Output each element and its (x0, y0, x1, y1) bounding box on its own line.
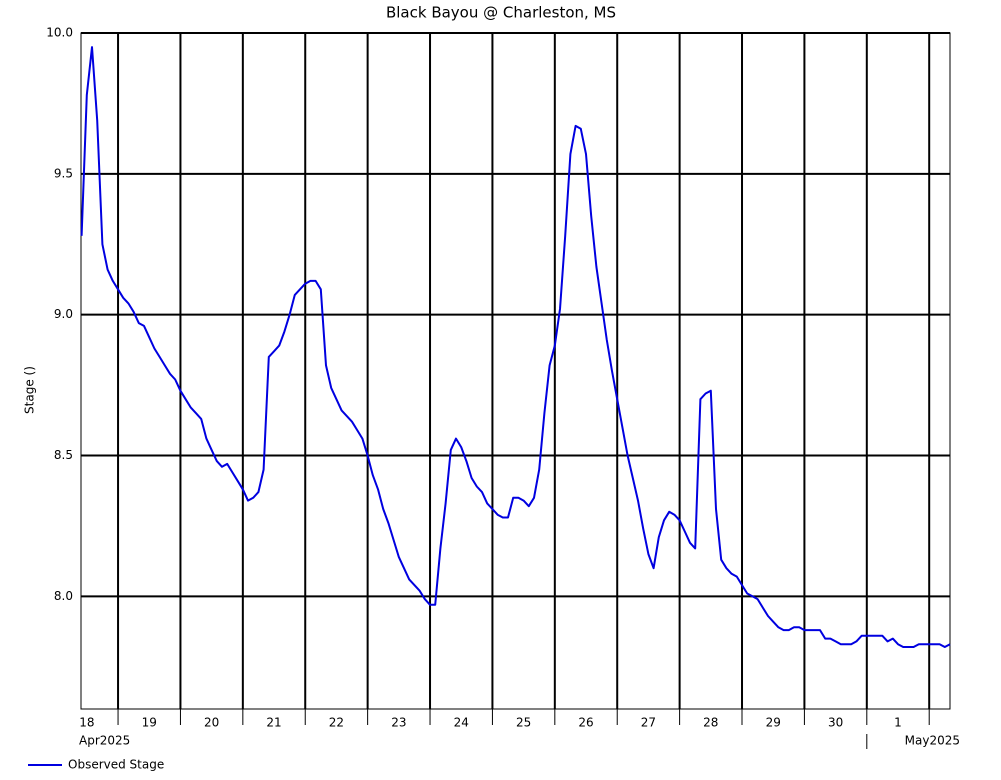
x-tick-label: 24 (454, 716, 469, 730)
x-tick-label: 28 (703, 716, 718, 730)
x-tick-label: 18 (79, 716, 94, 730)
x-tick-label: 26 (578, 716, 593, 730)
x-tick-label: 21 (266, 716, 281, 730)
legend-label: Observed Stage (68, 758, 164, 772)
x-tick-label: 23 (391, 716, 406, 730)
y-tick-label: 8.5 (54, 448, 73, 462)
x-tick-label: 1 (894, 716, 902, 730)
x-tick-label: 19 (142, 716, 157, 730)
chart-title: Black Bayou @ Charleston, MS (386, 4, 616, 22)
x-tick-label: 27 (641, 716, 656, 730)
x-tick-label: 25 (516, 716, 531, 730)
y-axis-label: Stage () (23, 366, 37, 414)
x-tick-label: 20 (204, 716, 219, 730)
x-tick-label: 30 (828, 716, 843, 730)
month-label: Apr2025 (79, 734, 130, 748)
x-tick-label: 29 (766, 716, 781, 730)
plot-area (80, 32, 951, 710)
y-tick-label: 10.0 (46, 26, 73, 40)
x-tick-label: 22 (329, 716, 344, 730)
y-tick-label: 9.5 (54, 166, 73, 180)
month-label: May2025 (905, 734, 960, 748)
y-tick-label: 9.0 (54, 307, 73, 321)
data-line (80, 46, 951, 648)
y-tick-label: 8.0 (54, 589, 73, 603)
